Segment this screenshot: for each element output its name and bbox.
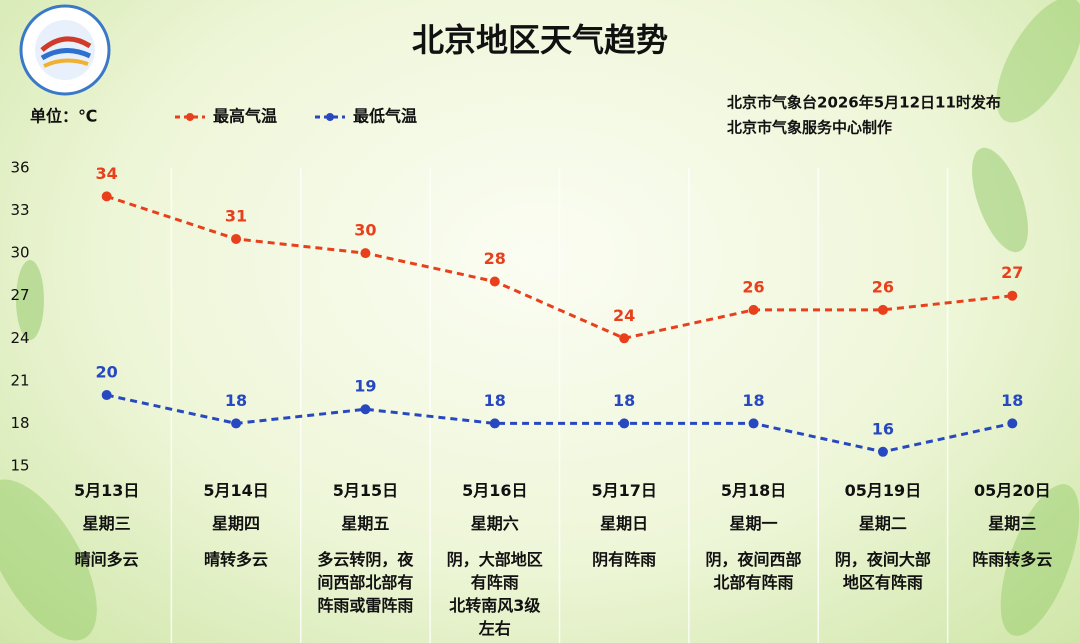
table-cell: 5月18日 bbox=[720, 481, 787, 500]
data-label: 27 bbox=[1001, 263, 1023, 282]
table-cell: 多云转阴，夜间西部北部有阵雨或雷阵雨 bbox=[317, 550, 414, 615]
point bbox=[619, 418, 630, 429]
legend-label: 最低气温 bbox=[353, 107, 417, 126]
point bbox=[489, 276, 500, 287]
y-tick-label: 27 bbox=[10, 286, 29, 304]
point bbox=[877, 304, 888, 315]
data-label: 18 bbox=[1001, 391, 1023, 410]
note: 北京市气象台2026年5月12日11时发布 bbox=[727, 94, 1001, 112]
legend-marker bbox=[186, 113, 194, 121]
data-label: 26 bbox=[872, 277, 894, 296]
table-cell: 星期日 bbox=[600, 514, 649, 533]
data-label: 30 bbox=[354, 221, 376, 240]
data-label: 20 bbox=[96, 363, 118, 382]
data-label: 26 bbox=[742, 277, 764, 296]
data-label: 16 bbox=[872, 419, 894, 438]
y-tick-label: 33 bbox=[10, 201, 29, 219]
table-cell: 阴，夜间大部地区有阵雨 bbox=[834, 550, 931, 592]
data-label: 34 bbox=[96, 164, 118, 183]
point bbox=[231, 233, 242, 244]
table-cell: 星期三 bbox=[988, 514, 1037, 533]
table-cell: 星期五 bbox=[341, 514, 390, 533]
table-cell: 5月15日 bbox=[332, 481, 399, 500]
point bbox=[101, 191, 112, 202]
point bbox=[619, 333, 630, 344]
table-cell: 星期一 bbox=[729, 514, 778, 533]
y-tick-label: 24 bbox=[10, 329, 29, 347]
y-tick-label: 18 bbox=[10, 414, 29, 432]
point bbox=[877, 446, 888, 457]
chart-title: 北京地区天气趋势 bbox=[412, 21, 668, 59]
point bbox=[1007, 290, 1018, 301]
series-line bbox=[106, 194, 1013, 340]
table-cell: 阴，夜间西部北部有阵雨 bbox=[705, 550, 802, 592]
table-cell: 5月13日 bbox=[73, 481, 140, 500]
data-label: 19 bbox=[354, 377, 376, 396]
table-cell: 阴有阵雨 bbox=[592, 550, 657, 569]
table-cell: 5月17日 bbox=[591, 481, 657, 500]
point bbox=[360, 404, 371, 415]
data-label: 31 bbox=[225, 206, 247, 225]
y-tick-label: 21 bbox=[10, 371, 29, 389]
table-cell: 阴，大部地区有阵雨 北转南风3级左右 bbox=[446, 550, 543, 638]
table-cell: 晴转多云 bbox=[204, 550, 269, 569]
point bbox=[360, 248, 371, 259]
series-line bbox=[106, 393, 1013, 454]
point bbox=[101, 390, 112, 401]
table-cell: 5月14日 bbox=[203, 481, 269, 500]
data-label: 18 bbox=[613, 391, 635, 410]
data-label: 28 bbox=[484, 249, 506, 268]
legend-label: 最高气温 bbox=[213, 107, 277, 126]
data-label: 24 bbox=[613, 306, 635, 325]
table-cell: 星期四 bbox=[212, 514, 261, 533]
y-tick-label: 15 bbox=[10, 457, 29, 475]
data-label: 18 bbox=[484, 391, 506, 410]
point bbox=[1007, 418, 1018, 429]
table-cell: 05月20日 bbox=[974, 481, 1051, 500]
point bbox=[748, 304, 759, 315]
data-label: 18 bbox=[742, 391, 764, 410]
table-cell: 5月16日 bbox=[462, 481, 528, 500]
table-cell: 星期六 bbox=[470, 514, 519, 533]
y-tick-label: 30 bbox=[10, 244, 29, 262]
point bbox=[748, 418, 759, 429]
point bbox=[231, 418, 242, 429]
logo bbox=[19, 4, 111, 96]
legend-marker bbox=[326, 113, 334, 121]
unit-label: 单位：℃ bbox=[30, 107, 97, 126]
data-label: 18 bbox=[225, 391, 247, 410]
y-tick-label: 36 bbox=[10, 159, 29, 177]
table-cell: 星期二 bbox=[858, 514, 907, 533]
note: 北京市气象服务中心制作 bbox=[727, 119, 892, 137]
table-cell: 晴间多云 bbox=[74, 550, 139, 569]
table-cell: 星期三 bbox=[82, 514, 131, 533]
point bbox=[489, 418, 500, 429]
table-cell: 05月19日 bbox=[844, 481, 922, 500]
table-cell: 阵雨转多云 bbox=[972, 550, 1053, 569]
